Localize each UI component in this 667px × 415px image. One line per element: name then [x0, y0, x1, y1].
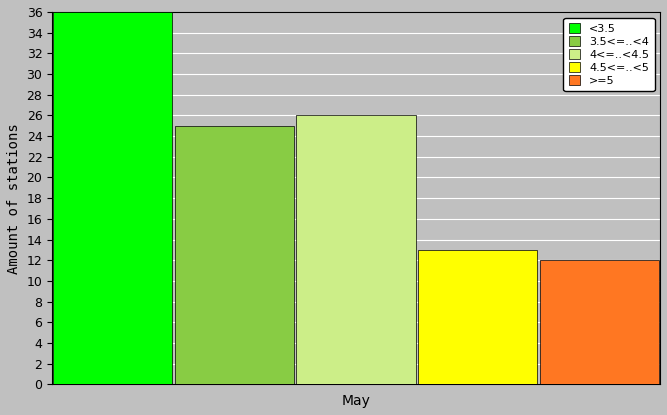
Bar	[175, 126, 294, 384]
Bar	[540, 260, 659, 384]
Legend: <3.5, 3.5<=..<4, 4<=..<4.5, 4.5<=..<5, >=5: <3.5, 3.5<=..<4, 4<=..<4.5, 4.5<=..<5, >…	[564, 17, 654, 91]
Bar	[418, 250, 537, 384]
Bar	[297, 115, 416, 384]
Y-axis label: Amount of stations: Amount of stations	[7, 123, 21, 273]
Bar	[53, 12, 173, 384]
